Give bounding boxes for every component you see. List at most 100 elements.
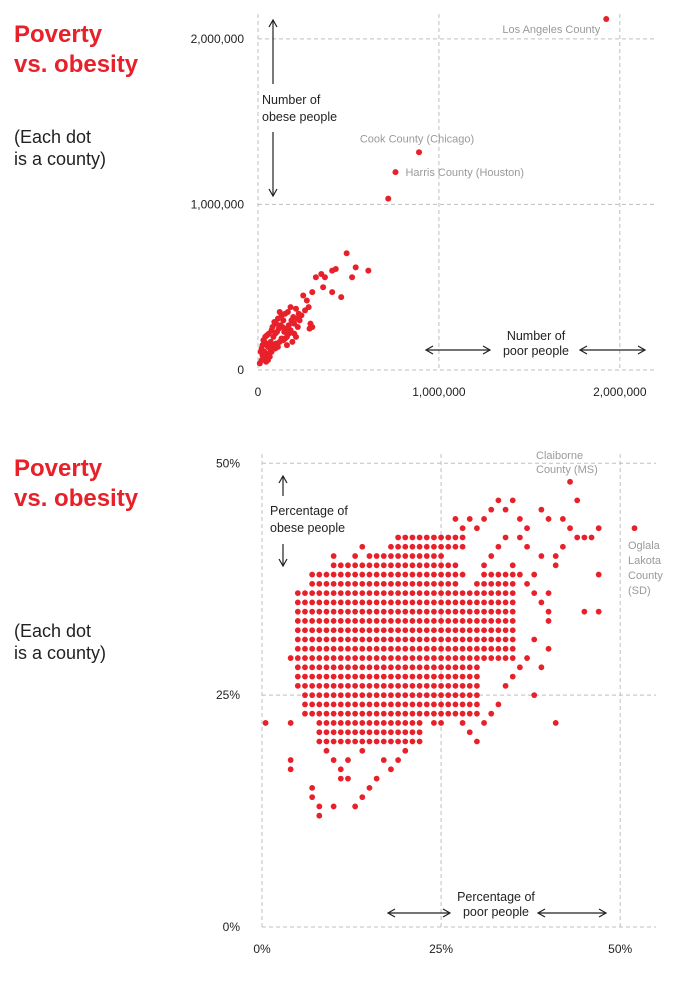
data-point	[452, 673, 459, 680]
data-point	[438, 627, 444, 634]
data-point	[459, 618, 466, 624]
data-point	[595, 608, 602, 615]
data-point	[366, 618, 373, 624]
data-point	[474, 618, 480, 624]
data-point	[380, 608, 387, 615]
data-point	[366, 655, 373, 661]
data-point	[359, 590, 366, 597]
data-point	[287, 766, 294, 773]
data-point	[474, 664, 480, 671]
data-point	[552, 720, 559, 726]
data-point	[352, 599, 359, 606]
data-point	[409, 534, 416, 541]
data-point	[452, 664, 459, 671]
data-point	[431, 590, 437, 597]
data-point	[474, 590, 480, 597]
data-point	[431, 682, 437, 689]
data-point	[330, 673, 337, 680]
data-point	[452, 543, 459, 550]
data-point	[323, 636, 330, 643]
data-point	[416, 562, 423, 569]
data-point	[409, 580, 416, 587]
chart-note: (Each dot is a county)	[14, 620, 164, 664]
data-point	[416, 608, 423, 615]
data-point	[423, 562, 430, 569]
data-point	[445, 701, 452, 708]
data-point	[402, 655, 409, 661]
data-point	[380, 571, 387, 578]
data-point	[345, 710, 351, 717]
x-arrow-right-head-left	[536, 908, 546, 918]
y-tick-label: 25%	[216, 688, 240, 702]
data-point	[488, 553, 495, 559]
data-point	[345, 720, 351, 726]
data-point	[438, 682, 444, 689]
data-point	[395, 692, 402, 699]
data-point	[502, 580, 509, 587]
data-point	[445, 673, 452, 680]
data-point	[359, 618, 366, 624]
data-point	[459, 599, 466, 606]
data-point	[365, 267, 372, 274]
data-point	[409, 608, 416, 615]
data-point	[452, 534, 459, 541]
data-point	[316, 580, 323, 587]
data-point	[366, 645, 373, 652]
data-point	[388, 720, 394, 726]
data-point	[380, 673, 387, 680]
y-tick-label: 2,000,000	[191, 32, 245, 46]
note-line-2: is a county)	[14, 149, 107, 169]
data-point	[359, 701, 366, 708]
data-point	[452, 516, 459, 522]
data-point	[352, 738, 359, 745]
data-point	[474, 710, 480, 717]
data-point	[466, 710, 473, 717]
data-point	[373, 636, 380, 643]
data-point	[337, 618, 344, 624]
data-point	[402, 645, 409, 652]
data-point	[366, 562, 373, 569]
data-point	[431, 710, 437, 717]
data-point	[302, 590, 308, 597]
data-point	[466, 729, 473, 736]
scatter-plot-percentages: 0% 25% 50% 0% 25% 50% Claiborne County (MS) Ogla…	[216, 450, 663, 956]
data-point	[545, 618, 552, 624]
data-point	[373, 618, 380, 624]
data-point	[459, 645, 466, 652]
annotation-label: (SD)	[628, 585, 651, 597]
data-point	[438, 710, 444, 717]
data-point	[337, 692, 344, 699]
data-point	[502, 682, 509, 689]
data-point	[380, 627, 387, 634]
data-point	[466, 516, 473, 522]
data-point	[416, 534, 423, 541]
data-point	[531, 636, 538, 643]
data-point	[380, 757, 387, 763]
data-point	[474, 645, 480, 652]
data-point	[337, 580, 344, 587]
data-point	[316, 627, 323, 634]
data-point	[337, 655, 344, 661]
data-point	[373, 655, 380, 661]
data-point	[380, 580, 387, 587]
data-point	[323, 729, 330, 736]
data-point	[445, 580, 452, 587]
data-point	[323, 618, 330, 624]
data-point	[438, 562, 444, 569]
data-point	[352, 608, 359, 615]
data-point	[516, 664, 523, 671]
data-point	[431, 673, 437, 680]
data-point	[509, 673, 516, 680]
data-point	[452, 618, 459, 624]
data-point	[359, 692, 366, 699]
data-point	[495, 627, 502, 634]
data-point	[303, 297, 310, 304]
data-point	[345, 599, 351, 606]
data-point	[337, 775, 344, 782]
data-point	[380, 645, 387, 652]
data-point	[395, 673, 402, 680]
data-point	[481, 618, 487, 624]
data-point	[388, 636, 394, 643]
data-point	[337, 590, 344, 597]
data-point	[388, 645, 394, 652]
